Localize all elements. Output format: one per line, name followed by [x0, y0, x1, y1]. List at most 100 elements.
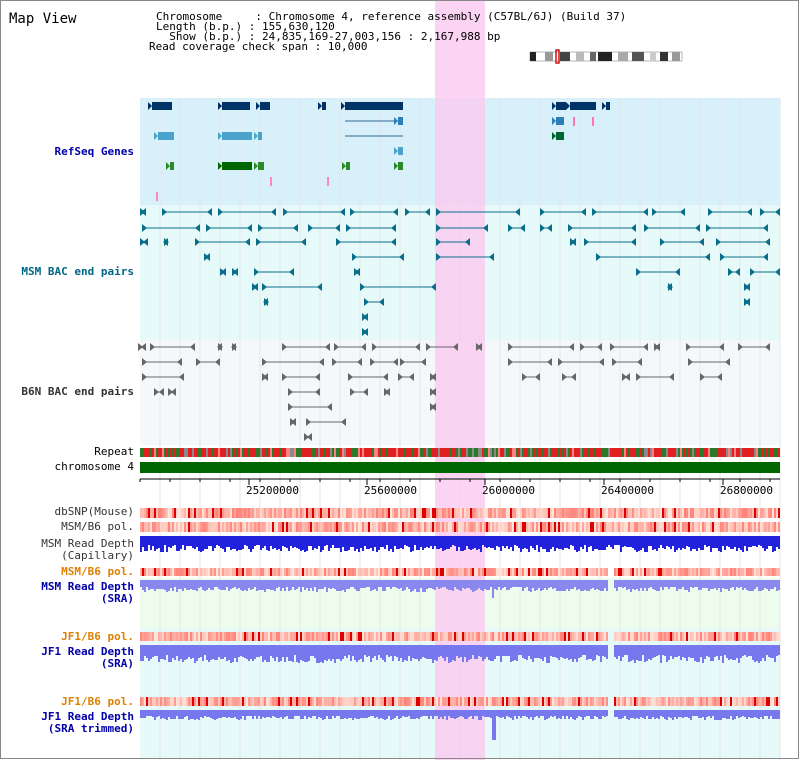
- track-label-dbsnp[interactable]: dbSNP(Mouse): [54, 505, 134, 518]
- depth-bar: [202, 580, 204, 590]
- track-label-repeat[interactable]: Repeat: [94, 445, 134, 458]
- track-label-refseq[interactable]: RefSeq Genes: [54, 145, 134, 158]
- repeat-segment: [768, 448, 770, 457]
- depth-bar: [226, 536, 228, 547]
- heat-cell: [612, 508, 614, 518]
- depth-bar: [422, 645, 424, 657]
- heat-cell: [516, 522, 518, 532]
- depth-bar: [760, 710, 762, 717]
- heat-cell: [430, 697, 432, 706]
- repeat-segment: [534, 448, 536, 457]
- depth-bar: [592, 710, 594, 719]
- depth-bar: [176, 645, 178, 656]
- heat-cell: [640, 508, 642, 518]
- heat-cell: [334, 568, 336, 576]
- heat-cell: [316, 522, 318, 532]
- depth-bar: [276, 645, 278, 657]
- depth-bar: [158, 536, 160, 548]
- heat-cell: [506, 568, 508, 576]
- heat-cell: [636, 697, 638, 706]
- bac-end-marker-icon: [215, 358, 220, 366]
- heat-cell: [366, 697, 368, 706]
- heat-cell: [484, 522, 486, 532]
- heat-cell: [428, 632, 430, 641]
- depth-bar: [472, 580, 474, 592]
- depth-bar: [598, 536, 600, 550]
- track-label-jf1-pol-2[interactable]: JF1/B6 pol.: [61, 695, 134, 708]
- track-label-b6n-bac[interactable]: B6N BAC end pairs: [21, 385, 134, 398]
- depth-bar: [214, 536, 216, 548]
- heat-cell: [392, 568, 394, 576]
- chromosome-ideogram-icon[interactable]: [529, 49, 683, 64]
- track-label-chromosome[interactable]: chromosome 4: [54, 460, 134, 473]
- depth-bar: [412, 580, 414, 591]
- depth-bar: [700, 645, 702, 657]
- repeat-segment: [644, 448, 646, 457]
- heat-cell: [354, 568, 356, 576]
- repeat-segment: [336, 448, 338, 457]
- heat-cell: [592, 508, 594, 518]
- track-label-msm-pol-1[interactable]: MSM/B6 pol.: [61, 520, 134, 533]
- depth-bar: [536, 580, 538, 590]
- depth-bar: [624, 645, 626, 655]
- repeat-segment: [604, 448, 606, 457]
- depth-bar: [452, 710, 454, 718]
- heat-cell: [690, 697, 692, 706]
- repeat-segment: [404, 448, 406, 457]
- depth-bar: [342, 580, 344, 590]
- depth-bar: [152, 710, 154, 717]
- heat-cell: [554, 632, 556, 641]
- bac-end-marker-icon: [763, 253, 768, 261]
- depth-bar: [604, 536, 606, 550]
- repeat-segment: [552, 448, 554, 457]
- depth-bar: [386, 536, 388, 545]
- heat-cell: [720, 522, 722, 532]
- depth-bar: [412, 536, 414, 551]
- heat-cell: [302, 508, 304, 518]
- track-label-msm-depth-cap-1[interactable]: MSM Read Depth: [41, 537, 134, 550]
- heat-cell: [502, 632, 504, 641]
- depth-bar: [338, 580, 340, 591]
- heat-cell: [582, 522, 584, 532]
- heat-cell: [500, 568, 502, 576]
- track-label-jf1-trim-1[interactable]: JF1 Read Depth: [41, 710, 134, 723]
- depth-bar: [216, 580, 218, 587]
- heat-cell: [440, 508, 442, 518]
- heat-cell: [644, 697, 646, 706]
- track-label-msm-bac[interactable]: MSM BAC end pairs: [21, 265, 134, 278]
- depth-bar: [762, 536, 764, 548]
- track-label-msm-depth-sra-1[interactable]: MSM Read Depth: [41, 580, 134, 593]
- depth-bar: [268, 580, 270, 589]
- heat-cell: [164, 568, 166, 576]
- depth-bar: [744, 710, 746, 717]
- heat-cell: [768, 632, 770, 641]
- repeat-segment: [520, 448, 522, 457]
- depth-bar: [570, 710, 572, 717]
- depth-bar: [170, 645, 172, 662]
- heat-cell: [196, 522, 198, 532]
- depth-bar: [466, 645, 468, 662]
- heat-cell: [378, 632, 380, 641]
- heat-cell: [646, 508, 648, 518]
- heat-cell: [750, 522, 752, 532]
- heat-cell: [602, 568, 604, 576]
- track-label-msm-pol-2[interactable]: MSM/B6 pol.: [61, 565, 134, 578]
- depth-bar: [196, 710, 198, 719]
- heat-cell: [234, 632, 236, 641]
- depth-bar: [616, 536, 618, 545]
- depth-bar: [248, 580, 250, 588]
- heat-cell: [682, 632, 684, 641]
- depth-bar: [726, 645, 728, 658]
- heat-cell: [622, 568, 624, 576]
- track-label-jf1-pol-1[interactable]: JF1/B6 pol.: [61, 630, 134, 643]
- heat-cell: [172, 508, 174, 518]
- depth-bar: [452, 536, 454, 545]
- depth-bar: [414, 710, 416, 719]
- repeat-segment: [664, 448, 666, 457]
- depth-bar: [380, 710, 382, 718]
- depth-bar: [690, 580, 692, 587]
- track-label-jf1-depth-1[interactable]: JF1 Read Depth: [41, 645, 134, 658]
- depth-bar: [650, 710, 652, 719]
- heat-cell: [766, 568, 768, 576]
